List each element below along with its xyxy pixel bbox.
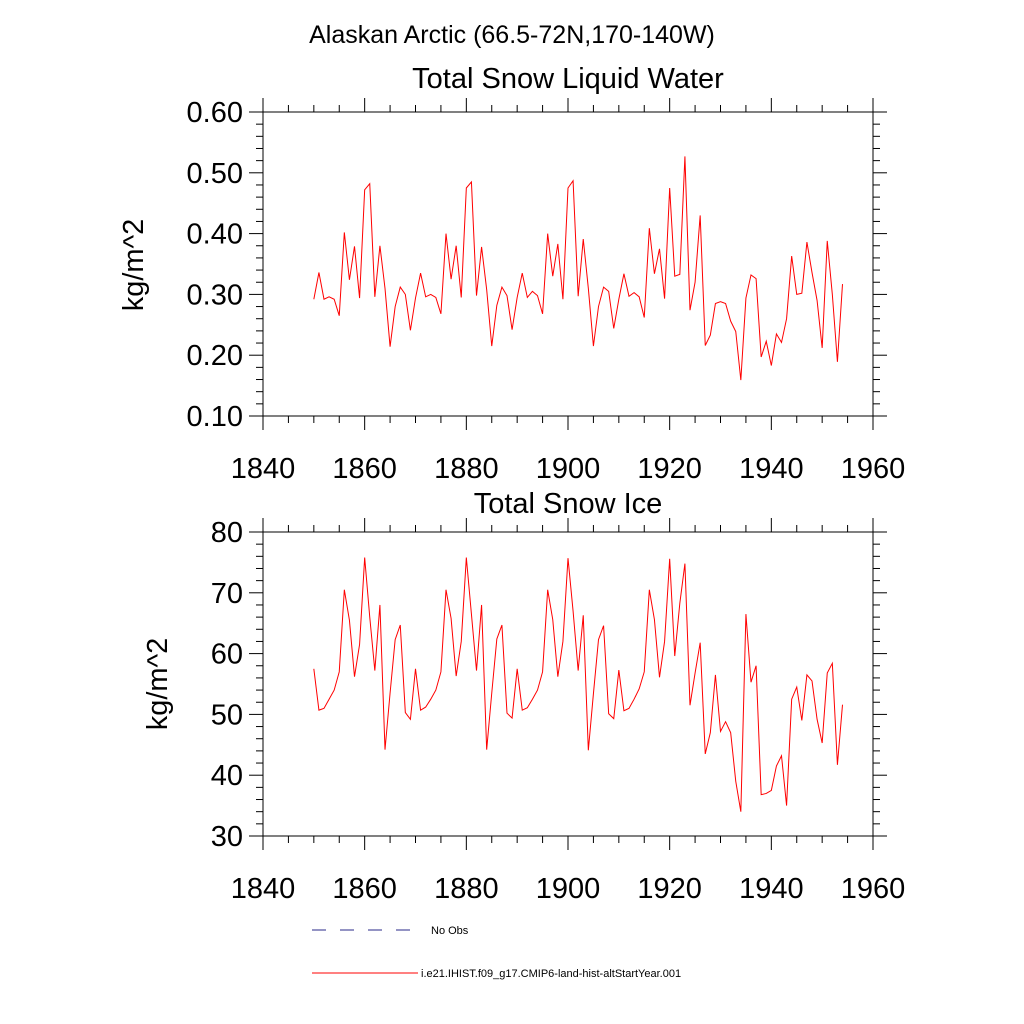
x-tick-label: 1920 [637,453,702,485]
y-tick-labels: 0.10 0.20 0.30 0.40 0.50 0.60 [187,97,243,433]
x-tick-labels: 1840 1860 1880 1900 1920 1940 1960 [231,873,906,905]
legend-label: No Obs [431,925,469,937]
y-tick-label: 60 [211,639,243,671]
x-tick-label: 1900 [536,453,601,485]
x-tick-label: 1880 [434,873,499,905]
legend-entry-model: i.e21.IHIST.f09_g17.CMIP6-land-hist-altS… [312,968,681,980]
y-tick-label: 50 [211,699,243,731]
y-tick-labels: 30 40 50 60 70 80 [211,517,243,853]
x-tick-label: 1960 [841,453,906,485]
x-tick-label: 1960 [841,873,906,905]
plot-frame [262,531,874,837]
y-tick-label: 0.20 [187,340,243,372]
legend-label: i.e21.IHIST.f09_g17.CMIP6-land-hist-altS… [421,968,681,980]
x-tick-label: 1920 [637,873,702,905]
tick-marks [249,98,887,430]
y-tick-label: 40 [211,760,243,792]
panel-total-snow-liquid-water: Total Snow Liquid Water kg/m^2 1840 1860 1… [118,63,905,485]
x-tick-label: 1900 [536,873,601,905]
x-tick-labels: 1840 1860 1880 1900 1920 1940 1960 [231,453,906,485]
panel-title: Total Snow Liquid Water [412,63,724,95]
x-tick-label: 1840 [231,453,296,485]
page-title: Alaskan Arctic (66.5-72N,170-140W) [309,21,715,49]
series-line [313,156,843,381]
y-tick-label: 0.50 [187,158,243,190]
series-line [313,557,843,812]
panel-total-snow-ice: Total Snow Ice kg/m^2 1840 1860 1880 1900 19… [142,488,905,905]
y-tick-label: 0.40 [187,219,243,251]
y-tick-label: 0.60 [187,97,243,129]
tick-marks [249,518,887,850]
x-tick-label: 1880 [434,453,499,485]
x-tick-label: 1940 [739,873,804,905]
x-tick-label: 1940 [739,453,804,485]
y-axis-label: kg/m^2 [118,219,150,312]
x-tick-label: 1860 [332,453,397,485]
y-tick-label: 0.10 [187,401,243,433]
y-tick-label: 70 [211,578,243,610]
y-tick-label: 80 [211,517,243,549]
legend-entry-no-obs: No Obs [312,925,469,937]
y-tick-label: 0.30 [187,279,243,311]
x-tick-label: 1860 [332,873,397,905]
panel-title: Total Snow Ice [474,488,663,520]
plot-frame [262,111,874,417]
y-tick-label: 30 [211,821,243,853]
x-tick-label: 1840 [231,873,296,905]
y-axis-label: kg/m^2 [142,638,174,731]
legend: No Obs i.e21.IHIST.f09_g17.CMIP6-land-hi… [312,925,681,980]
